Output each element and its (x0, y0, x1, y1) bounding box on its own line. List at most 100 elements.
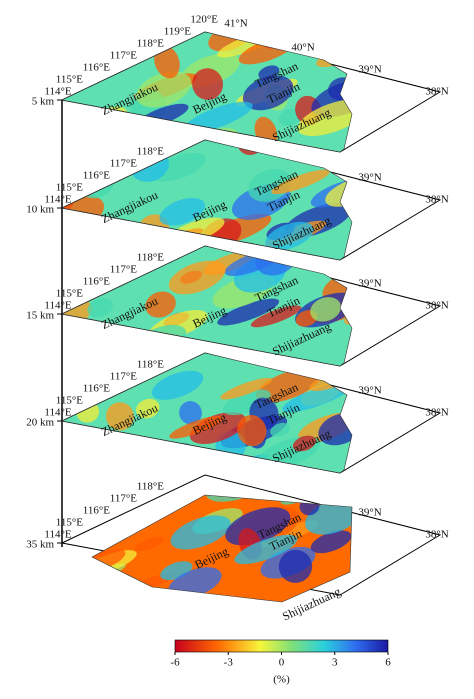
longitude-label: 114°E (44, 300, 71, 312)
anomaly-blob (110, 447, 160, 473)
anomaly-blob (135, 398, 160, 419)
longitude-label: 114°E (44, 529, 71, 541)
anomaly-blob (310, 530, 352, 554)
anomaly-blob (250, 305, 302, 328)
anomaly-blob (292, 435, 316, 452)
longitude-label: 114°E (44, 86, 71, 98)
anomaly-blob (258, 65, 280, 80)
latitude-label: 38°N (425, 300, 448, 312)
longitude-label: 116°E (83, 276, 110, 288)
anomaly-blob (242, 75, 294, 111)
tomography-slice (92, 495, 352, 602)
slice-border (61, 139, 353, 261)
longitude-label: 116°E (83, 383, 110, 395)
longitude-label: 118°E (137, 481, 164, 493)
longitude-label: 115°E (56, 288, 83, 300)
longitude-label: 117°E (110, 493, 137, 505)
latitude-label: 39°N (358, 278, 381, 290)
anomaly-blob (159, 198, 206, 226)
latitude-label: 39°N (358, 64, 381, 76)
longitude-label: 118°E (137, 38, 164, 50)
anomaly-blob (145, 291, 176, 318)
anomaly-blob (169, 415, 224, 439)
latitude-label: 41°N (224, 18, 247, 30)
longitude-label: 117°E (110, 50, 137, 62)
anomaly-blob (325, 177, 352, 207)
anomaly-blob (151, 152, 206, 182)
longitude-label: 116°E (83, 62, 110, 74)
longitude-label: 115°E (56, 182, 83, 194)
anomaly-blob (192, 68, 224, 100)
latitude-label: 38°N (425, 194, 448, 206)
longitude-label: 118°E (137, 252, 164, 264)
colorbar-tick-label: -6 (170, 657, 180, 669)
colorbar-tick-label: 6 (385, 657, 391, 669)
anomaly-blob (265, 221, 314, 251)
slice-background (62, 140, 352, 260)
colorbar (174, 639, 389, 653)
longitude-label: 114°E (44, 407, 71, 419)
anomaly-blob (117, 118, 142, 147)
depth-label: 15 km (26, 310, 54, 322)
longitude-label: 116°E (83, 170, 110, 182)
longitude-label: 117°E (110, 158, 137, 170)
anomaly-blob (255, 368, 322, 403)
latitude-label: 40°N (291, 42, 314, 54)
longitude-label: 115°E (56, 74, 83, 86)
longitude-label: 118°E (137, 359, 164, 371)
anomaly-blob (217, 298, 280, 326)
anomaly-blob (282, 381, 352, 413)
longitude-label: 116°E (83, 505, 110, 517)
anomaly-blob (87, 298, 114, 318)
anomaly-blob (237, 415, 267, 447)
latitude-label: 39°N (358, 385, 381, 397)
anomaly-blob (184, 101, 253, 133)
latitude-label: 38°N (425, 529, 448, 541)
anomaly-blob (92, 578, 114, 602)
latitude-label: 38°N (425, 407, 448, 419)
anomaly-blob (278, 549, 313, 583)
anomaly-blob (179, 401, 202, 425)
longitude-label: 117°E (110, 371, 137, 383)
slice-border (61, 31, 353, 153)
anomaly-blob (168, 260, 226, 295)
anomaly-blob (271, 169, 330, 195)
anomaly-blob (151, 370, 204, 400)
anomaly-blob (79, 461, 120, 473)
anomaly-blob (279, 0, 327, 20)
colorbar-tick-label: 3 (332, 657, 338, 669)
longitude-label: 118°E (137, 146, 164, 158)
anomaly-blob (170, 515, 231, 550)
colorbar-unit: (%) (273, 674, 290, 686)
slice-border (91, 494, 353, 603)
anomaly-blob (154, 45, 180, 79)
colorbar-tick-label: 0 (279, 657, 285, 669)
anomaly-blob (136, 71, 192, 108)
longitude-label: 115°E (56, 517, 83, 529)
depth-label: 20 km (26, 417, 54, 429)
longitude-label: 117°E (110, 264, 137, 276)
anomaly-blob (220, 377, 273, 400)
longitude-label: 119°E (164, 26, 191, 38)
depth-label: 5 km (32, 96, 55, 108)
anomaly-blob (234, 534, 298, 565)
anomaly-blob (270, 422, 290, 437)
anomaly-blob (135, 536, 165, 551)
anomaly-blob (222, 389, 271, 416)
anomaly-blob (62, 342, 99, 364)
longitude-label: 120°E (190, 14, 218, 26)
longitude-label: 114°E (44, 194, 71, 206)
anomaly-blob (310, 297, 341, 322)
anomaly-blob (105, 402, 134, 431)
depth-label: 10 km (26, 204, 54, 216)
anomaly-blob (123, 119, 162, 142)
anomaly-blob (92, 589, 136, 602)
latitude-label: 39°N (358, 172, 381, 184)
colorbar-tick-label: -3 (224, 657, 234, 669)
longitude-label: 115°E (56, 395, 83, 407)
depth-label: 35 km (26, 539, 54, 551)
slice-border (61, 352, 353, 474)
latitude-label: 38°N (425, 86, 448, 98)
slice-border (61, 245, 353, 367)
